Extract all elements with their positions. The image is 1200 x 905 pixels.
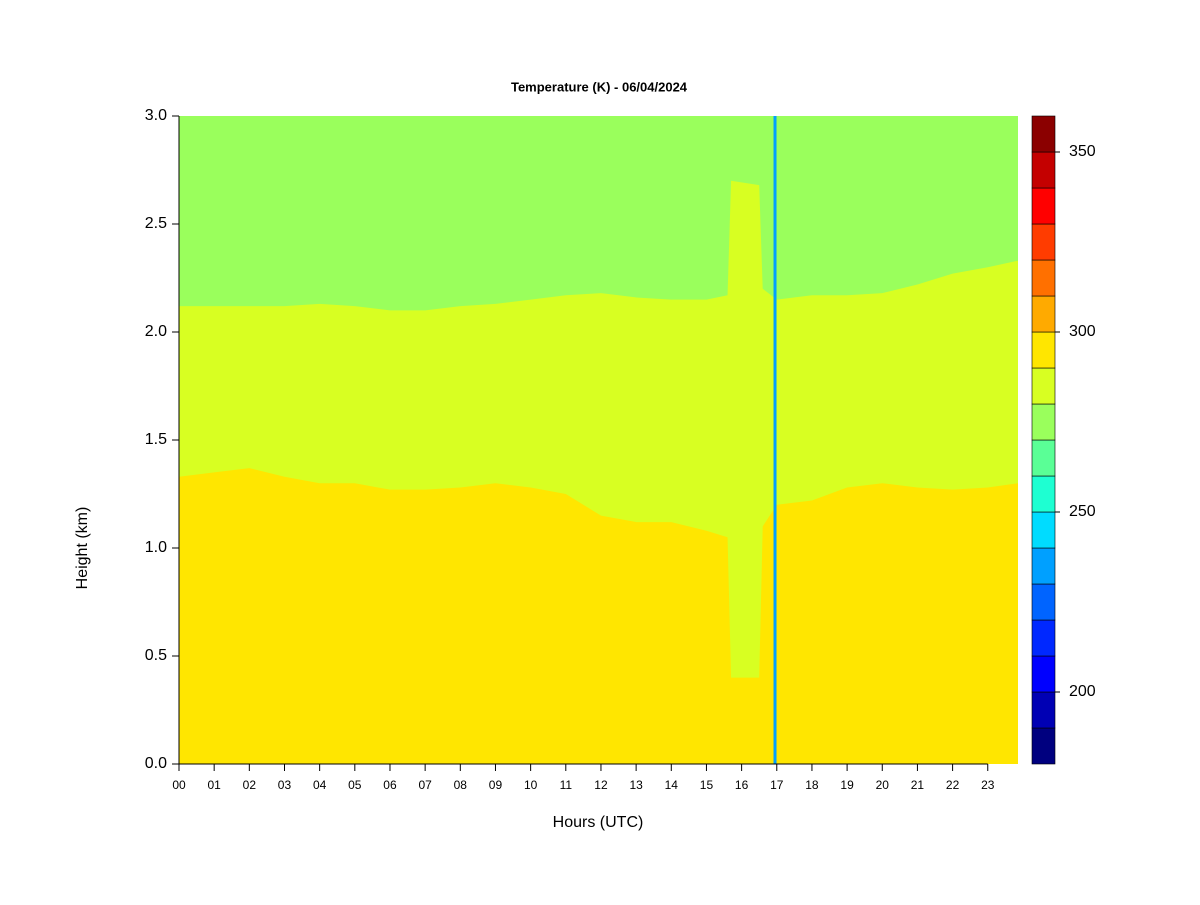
colorbar-band xyxy=(1031,475,1056,513)
x-tick-label: 19 xyxy=(840,778,854,792)
y-tick-label: 3.0 xyxy=(145,107,167,124)
y-tick-label: 0.5 xyxy=(145,647,167,664)
x-tick-label: 16 xyxy=(735,778,749,792)
x-tick-label: 06 xyxy=(383,778,397,792)
colorbar-tick-label: 300 xyxy=(1069,323,1096,340)
colorbar-band xyxy=(1031,223,1056,261)
x-tick-label: 15 xyxy=(700,778,714,792)
colorbar-band xyxy=(1031,547,1056,585)
x-axis-label: Hours (UTC) xyxy=(553,814,644,831)
x-tick-label: 13 xyxy=(629,778,643,792)
x-tick-label: 11 xyxy=(560,778,573,792)
x-tick-label: 01 xyxy=(207,778,221,792)
colorbar-band xyxy=(1031,403,1056,441)
colorbar-band xyxy=(1031,439,1056,477)
colorbar-band xyxy=(1031,259,1056,297)
x-tick-label: 21 xyxy=(911,778,925,792)
colorbar-band xyxy=(1031,691,1056,729)
colorbar-band xyxy=(1031,295,1056,333)
chart-title: Temperature (K) - 06/04/2024 xyxy=(511,79,688,94)
x-tick-label: 02 xyxy=(243,778,257,792)
colorbar-band xyxy=(1031,619,1056,657)
x-tick-label: 05 xyxy=(348,778,362,792)
colorbar-band xyxy=(1031,187,1056,225)
x-tick-label: 03 xyxy=(278,778,292,792)
colorbar-band xyxy=(1031,331,1056,369)
colorbar-band xyxy=(1031,115,1056,153)
y-tick-label: 2.5 xyxy=(145,215,167,232)
y-tick-label: 0.0 xyxy=(145,755,167,772)
colorbar-band xyxy=(1031,727,1056,765)
x-tick-label: 07 xyxy=(418,778,432,792)
x-tick-label: 14 xyxy=(665,778,679,792)
x-tick-label: 17 xyxy=(770,778,784,792)
colorbar-band xyxy=(1031,367,1056,405)
y-tick-label: 1.5 xyxy=(145,431,167,448)
colorbar-tick-label: 250 xyxy=(1069,503,1096,520)
x-tick-label: 10 xyxy=(524,778,538,792)
colorbar-tick-label: 350 xyxy=(1069,143,1096,160)
x-tick-label: 00 xyxy=(172,778,186,792)
colorbar-tick-label: 200 xyxy=(1069,683,1096,700)
x-tick-label: 04 xyxy=(313,778,327,792)
x-tick-label: 08 xyxy=(454,778,468,792)
contour-area xyxy=(179,116,1018,311)
x-tick-label: 18 xyxy=(805,778,819,792)
streak xyxy=(773,116,777,764)
colorbar-band xyxy=(1031,151,1056,189)
x-tick-label: 23 xyxy=(981,778,995,792)
x-tick-label: 22 xyxy=(946,778,960,792)
x-tick-label: 09 xyxy=(489,778,503,792)
y-tick-label: 1.0 xyxy=(145,539,167,556)
colorbar-band xyxy=(1031,655,1056,693)
y-tick-label: 2.0 xyxy=(145,323,167,340)
colorbar-band xyxy=(1031,583,1056,621)
x-tick-label: 20 xyxy=(876,778,890,792)
colorbar-band xyxy=(1031,511,1056,549)
x-tick-label: 12 xyxy=(594,778,608,792)
y-axis-label: Height (km) xyxy=(74,507,91,590)
